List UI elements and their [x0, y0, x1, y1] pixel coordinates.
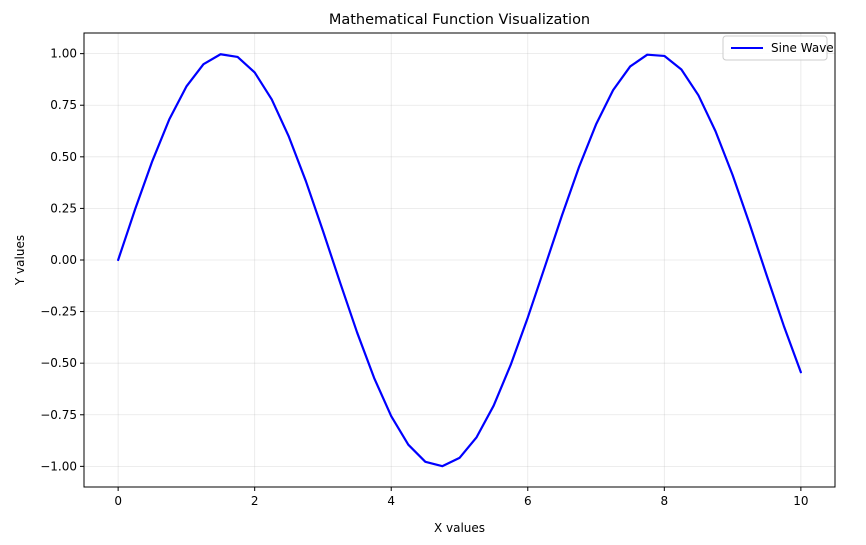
x-axis-label: X values: [434, 521, 485, 535]
series-layer: [117, 53, 802, 468]
y-axis-ticks: −1.00 −0.75 −0.50 −0.25 0.00 0.25 0.50 0.75 1.00: [40, 47, 84, 473]
chart-title: Mathematical Function Visualization: [329, 12, 590, 28]
x-tick-label: 2: [251, 494, 259, 508]
y-tick-label: −1.00: [40, 459, 77, 473]
y-tick-label: 1.00: [50, 47, 77, 61]
x-tick-label: 4: [387, 494, 395, 508]
grid: [84, 33, 835, 487]
legend-entry-label: Sine Wave: [771, 41, 834, 55]
y-axis-label: Y values: [13, 235, 27, 286]
x-tick-label: 6: [524, 494, 532, 508]
x-tick-label: 8: [660, 494, 668, 508]
y-tick-label: 0.25: [50, 201, 77, 215]
y-tick-label: 0.50: [50, 150, 77, 164]
y-tick-label: −0.50: [40, 356, 77, 370]
y-tick-label: 0.00: [50, 253, 77, 267]
y-tick-label: 0.75: [50, 98, 77, 112]
y-tick-label: −0.25: [40, 305, 77, 319]
x-tick-label: 0: [114, 494, 122, 508]
x-tick-label: 10: [793, 494, 808, 508]
legend-box: [722, 35, 828, 61]
series-line: [117, 53, 802, 468]
x-axis-ticks: 0 2 4 6 8 10: [114, 487, 809, 508]
y-tick-label: −0.75: [40, 408, 77, 422]
legend: Sine Wave: [722, 35, 834, 61]
